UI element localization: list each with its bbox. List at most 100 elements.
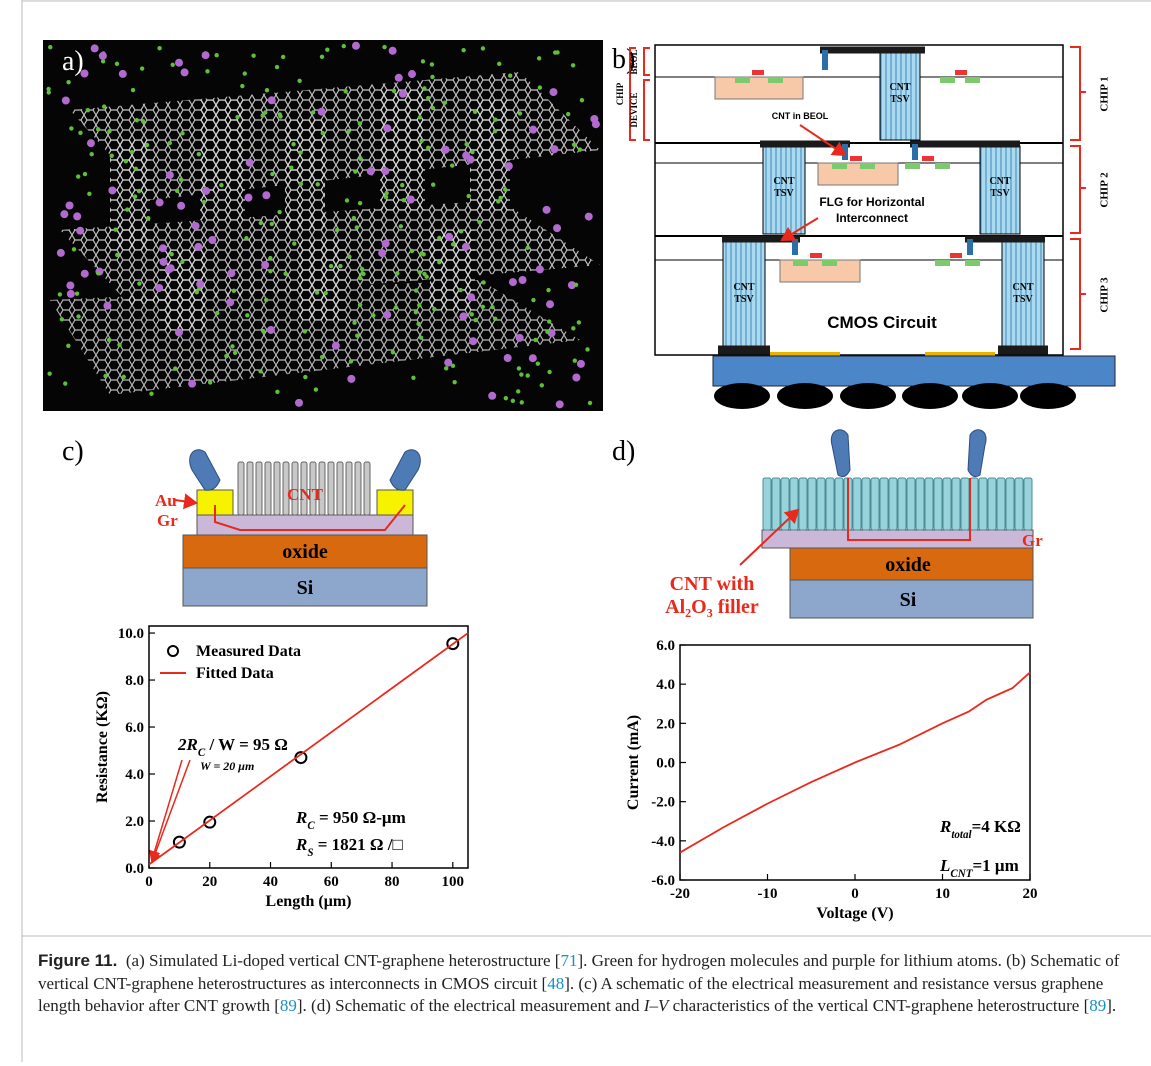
- hydrogen-molecule: [519, 372, 524, 377]
- hydrogen-molecule: [205, 69, 210, 74]
- nanotube: [300, 240, 345, 320]
- hydrogen-molecule: [289, 165, 294, 170]
- nanotube: [246, 461, 254, 516]
- caption-italic: I–V: [643, 996, 669, 1015]
- tsv: [722, 241, 766, 351]
- data-point: [172, 835, 186, 849]
- hydrogen-molecule: [139, 66, 145, 71]
- hydrogen-molecule: [245, 313, 250, 318]
- hydrogen-molecule: [123, 159, 129, 164]
- hydrogen-molecule: [134, 117, 140, 123]
- lithium-atom: [196, 280, 205, 289]
- hydrogen-molecule: [502, 187, 508, 192]
- lithium-atom: [165, 171, 174, 180]
- hydrogen-molecule: [355, 333, 360, 338]
- hydrogen-molecule: [215, 310, 220, 316]
- nanotube: [996, 477, 1006, 531]
- lithium-atom: [567, 281, 576, 290]
- arrow: [780, 217, 819, 242]
- contact: [940, 77, 955, 83]
- hydrogen-molecule: [315, 182, 320, 187]
- tsv-label: TSV: [1013, 294, 1033, 305]
- nanotube: [762, 477, 772, 531]
- hydrogen-molecule: [525, 373, 530, 378]
- hydrogen-molecule: [400, 182, 405, 188]
- lithium-atom: [180, 68, 189, 77]
- lithium-atom: [503, 354, 512, 363]
- hydrogen-molecule: [419, 251, 425, 256]
- layer-label: DEVICE: [629, 92, 639, 127]
- nanotube: [200, 100, 245, 220]
- hydrogen-molecule: [69, 126, 74, 131]
- solder-bump: [840, 383, 896, 409]
- x-tick-label: 10: [935, 886, 950, 902]
- chip-label: CHIP 2: [1099, 172, 1111, 208]
- oxide-layer: [182, 534, 428, 569]
- tsv-label: TSV: [774, 188, 794, 199]
- lithium-atom: [73, 212, 82, 221]
- lithium-atom: [469, 337, 478, 346]
- reference-link[interactable]: 48: [547, 973, 565, 993]
- contact: [735, 77, 750, 83]
- annotation: 2RC / W = 95 Ω: [177, 735, 288, 759]
- hydrogen-molecule: [63, 381, 68, 386]
- nanotube: [327, 461, 335, 516]
- nanotube: [987, 477, 997, 531]
- hydrogen-molecule: [508, 73, 513, 78]
- hydrogen-molecule: [424, 274, 429, 279]
- hydrogen-molecule: [431, 182, 436, 187]
- hydrogen-molecule: [351, 215, 357, 221]
- layer-label: oxide: [282, 541, 328, 563]
- reference-link[interactable]: 89: [279, 996, 297, 1015]
- lithium-atom: [535, 265, 544, 274]
- hydrogen-molecule: [76, 314, 81, 319]
- hydrogen-molecule: [516, 366, 522, 371]
- caption-text: ]. Green for hydrogen molecules and purp…: [38, 951, 1120, 993]
- hydrogen-molecule: [178, 177, 184, 182]
- hydrogen-molecule: [260, 113, 265, 118]
- nanotube: [879, 477, 889, 531]
- oxide-layer: [789, 547, 1034, 581]
- nanotube: [354, 461, 362, 516]
- reference-link[interactable]: 89: [1089, 996, 1107, 1015]
- reference-link[interactable]: 71: [560, 951, 578, 970]
- hydrogen-molecule: [269, 221, 275, 227]
- nanotube: [1023, 477, 1033, 531]
- lithium-atom: [227, 269, 236, 278]
- bracket: [1070, 46, 1086, 350]
- pad: [925, 352, 995, 356]
- lithium-atom: [590, 114, 599, 123]
- contact: [935, 260, 950, 266]
- hydrogen-molecule: [291, 142, 296, 147]
- lithium-atom: [155, 283, 164, 292]
- contact: [832, 163, 847, 169]
- hydrogen-molecule: [132, 194, 138, 199]
- tsv-label: TSV: [734, 294, 754, 305]
- nanotube: [237, 461, 245, 516]
- caption: Figure 11. (a) Simulated Li-doped vertic…: [38, 950, 1128, 1018]
- lithium-atom: [549, 88, 558, 97]
- lithium-atom: [331, 341, 340, 350]
- hydrogen-molecule: [310, 110, 316, 115]
- hydrogen-molecule: [302, 329, 308, 334]
- y-tick-label: 4.0: [125, 767, 144, 783]
- contact: [965, 77, 980, 83]
- gate: [922, 156, 934, 161]
- cnt-array: [237, 461, 371, 516]
- hydrogen-molecule: [194, 289, 200, 295]
- contact: [822, 260, 837, 266]
- hydrogen-molecule: [393, 305, 399, 310]
- solder-bump: [714, 383, 770, 409]
- hydrogen-molecule: [346, 128, 351, 134]
- lithium-atom: [164, 265, 173, 274]
- hydrogen-molecule: [113, 227, 118, 232]
- x-tick-label: -20: [670, 886, 690, 902]
- lithium-atom: [515, 333, 524, 342]
- hydrogen-molecule: [409, 248, 415, 254]
- nanotube: [978, 477, 988, 531]
- lithium-atom: [208, 236, 217, 245]
- hydrogen-molecule: [201, 199, 207, 205]
- y-tick-label: 0.0: [125, 861, 144, 877]
- si-layer: [182, 567, 428, 607]
- nanotube: [282, 461, 290, 516]
